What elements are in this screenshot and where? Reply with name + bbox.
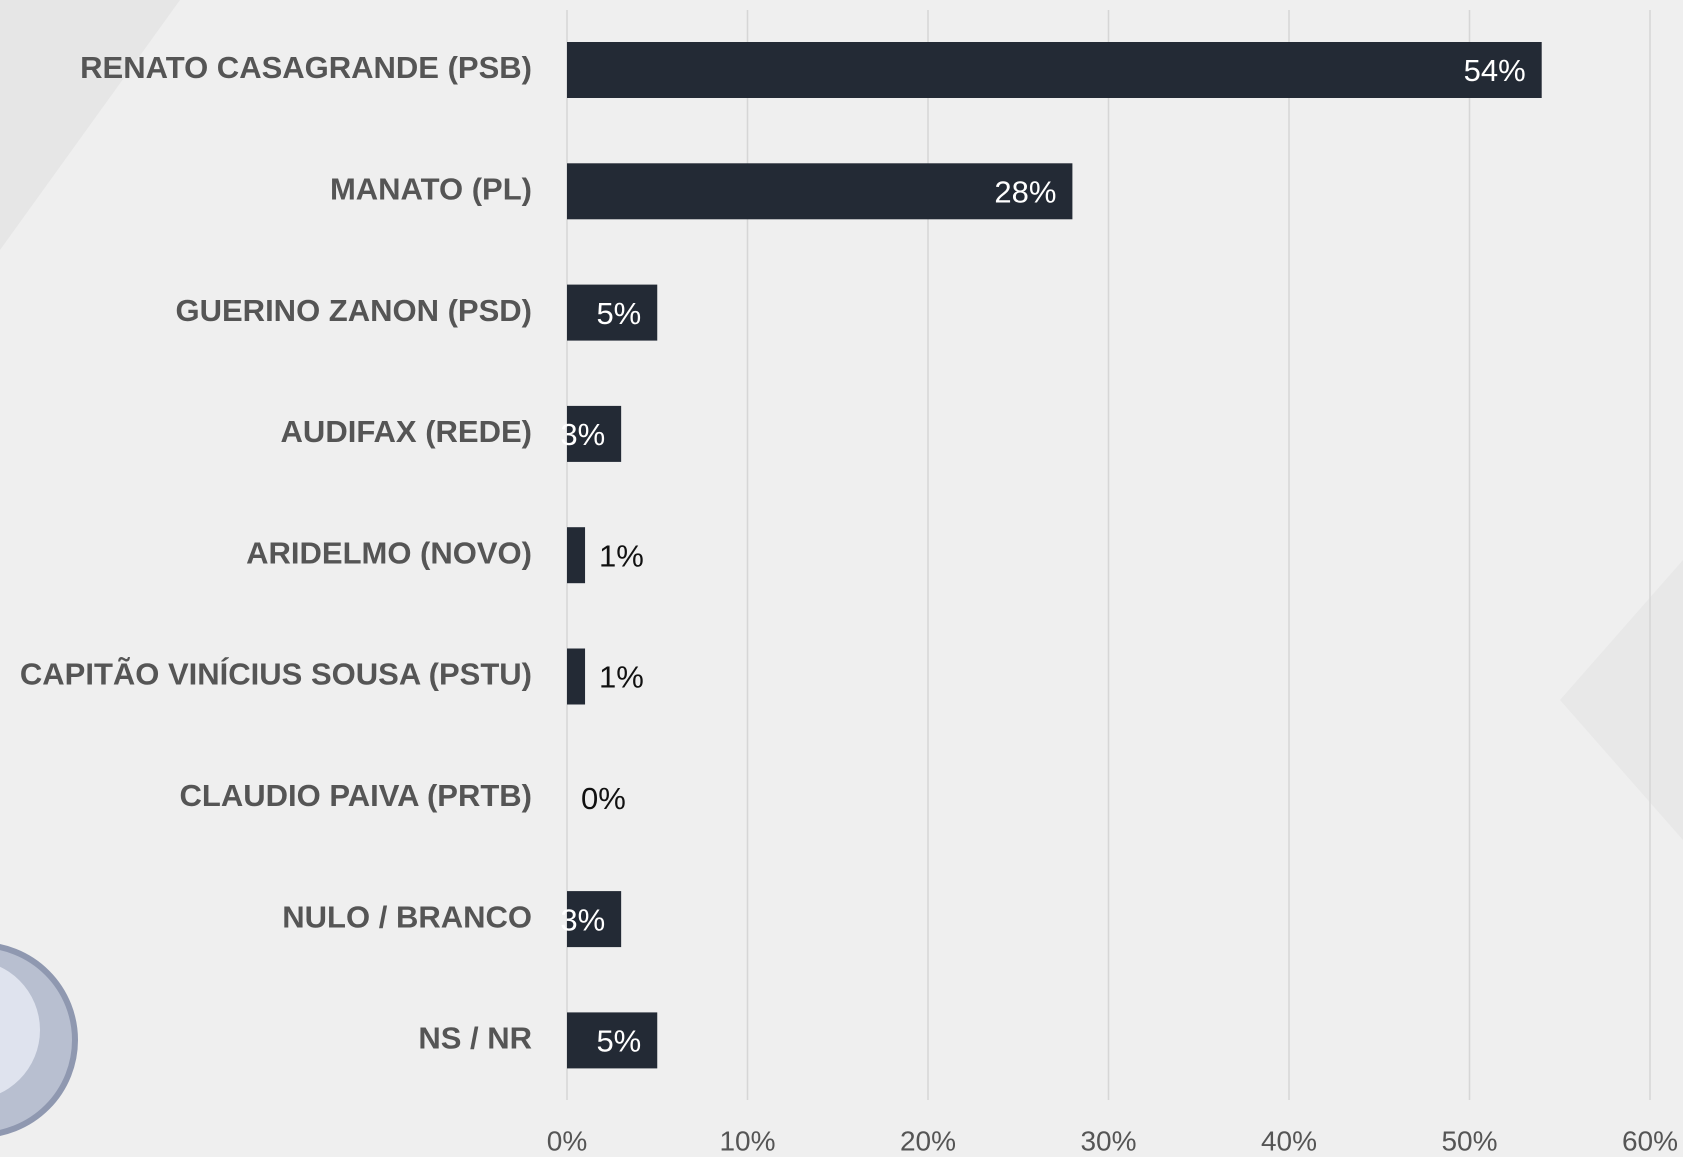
category-label: GUERINO ZANON (PSD) <box>176 293 533 328</box>
value-label: 3% <box>560 417 605 452</box>
bar <box>567 1012 658 1069</box>
bar <box>567 284 658 341</box>
value-label: 1% <box>599 538 644 573</box>
value-label: 54% <box>1464 53 1526 88</box>
background-shape <box>1560 560 1683 840</box>
bar <box>567 527 586 584</box>
x-tick-label: 60% <box>1622 1125 1678 1156</box>
category-label: NULO / BRANCO <box>282 899 532 934</box>
bar <box>567 163 1073 220</box>
value-label: 0% <box>581 781 626 816</box>
value-label: 1% <box>599 660 644 695</box>
bar <box>567 648 586 705</box>
category-label: AUDIFAX (REDE) <box>281 414 532 449</box>
x-tick-label: 40% <box>1261 1125 1317 1156</box>
category-label: CAPITÃO VINÍCIUS SOUSA (PSTU) <box>20 657 532 692</box>
bar <box>567 405 622 462</box>
category-label: NS / NR <box>418 1021 532 1056</box>
grid: 0% 10% 20% 30% 40% 50% 60% <box>547 10 1678 1156</box>
background-shape <box>0 0 180 250</box>
logo <box>0 966 40 1094</box>
marks: RENATO CASAGRANDE (PSB) 54% MANATO (PL) 28%… <box>20 42 1542 1069</box>
value-label: 28% <box>994 174 1056 209</box>
category-label: ARIDELMO (NOVO) <box>246 535 532 570</box>
value-label: 3% <box>560 902 605 937</box>
x-tick-label: 10% <box>719 1125 775 1156</box>
value-label: 5% <box>596 296 641 331</box>
category-label: RENATO CASAGRANDE (PSB) <box>80 50 532 85</box>
bar <box>567 891 622 948</box>
category-label: CLAUDIO PAIVA (PRTB) <box>180 778 532 813</box>
value-label: 5% <box>596 1024 641 1059</box>
bar <box>567 42 1542 98</box>
category-label: MANATO (PL) <box>330 171 532 206</box>
x-tick-label: 0% <box>547 1125 587 1156</box>
x-tick-label: 50% <box>1441 1125 1497 1156</box>
x-tick-label: 30% <box>1080 1125 1136 1156</box>
x-tick-label: 20% <box>900 1125 956 1156</box>
